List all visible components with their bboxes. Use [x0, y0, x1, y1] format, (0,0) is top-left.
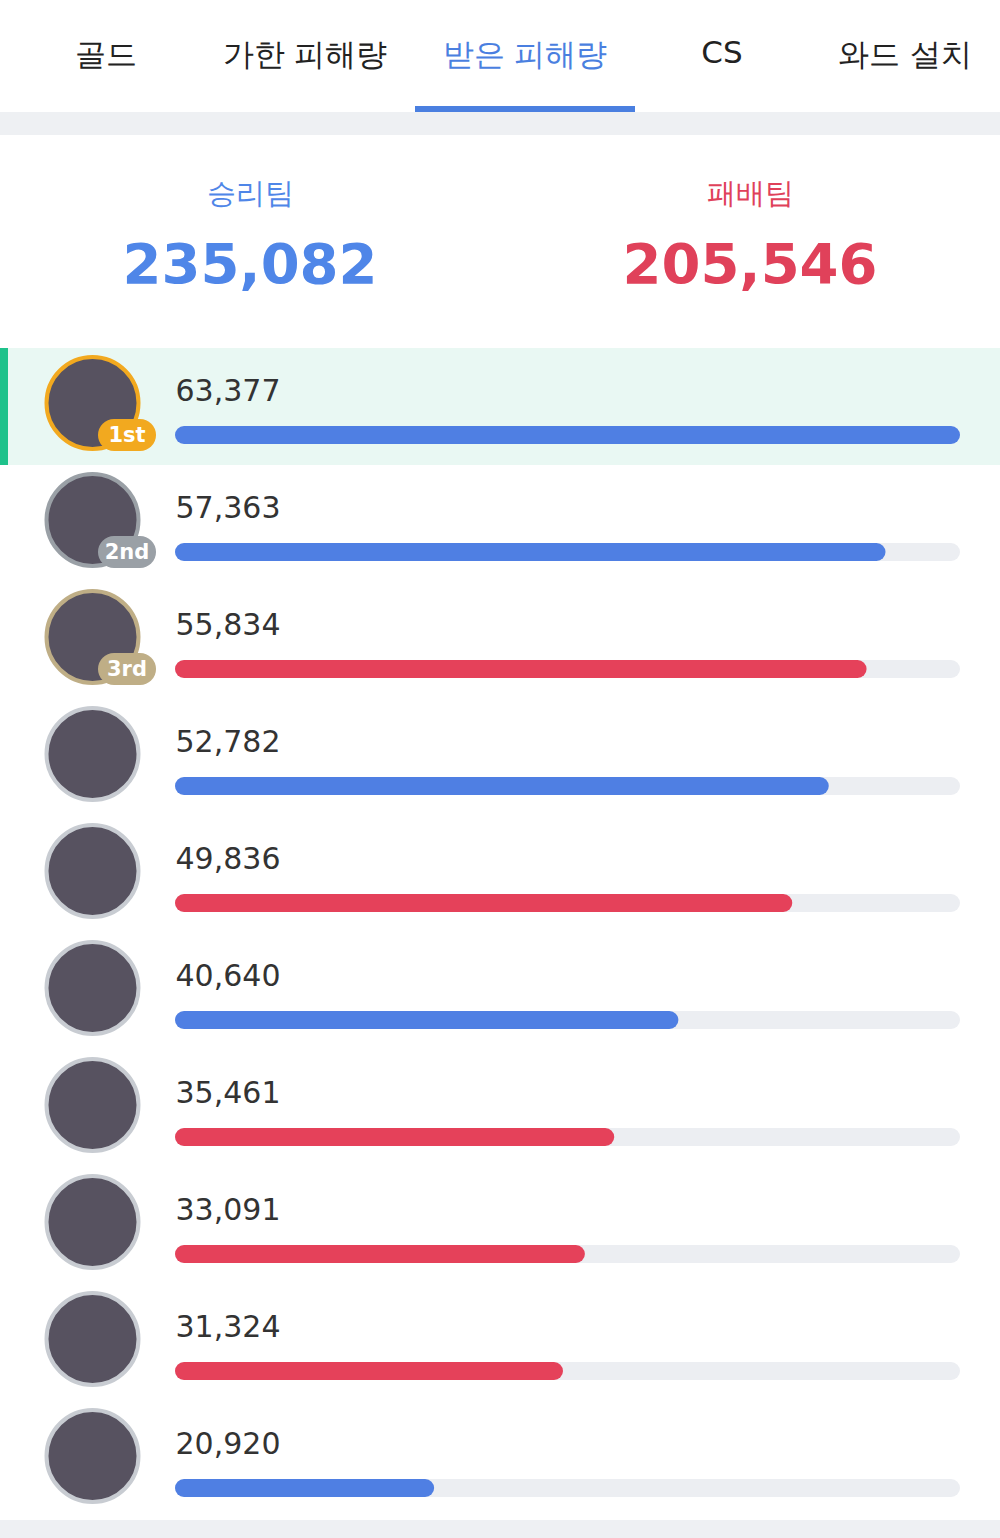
html-text:205,546: 205,546: [622, 231, 878, 296]
svg-text:33,091: 33,091: [176, 1192, 281, 1227]
svg-text:49,836: 49,836: [176, 841, 281, 876]
svg-text:55,834: 55,834: [176, 607, 281, 642]
html-text:승리팀: 승리팀: [206, 176, 294, 210]
svg-text:31,324: 31,324: [176, 1309, 281, 1344]
html-text:CS: CS: [701, 34, 743, 70]
svg-text:57,363: 57,363: [176, 490, 281, 525]
html-text:골드: 골드: [75, 36, 137, 72]
svg-text:63,377: 63,377: [176, 373, 281, 408]
svg-text:3rd: 3rd: [107, 657, 147, 681]
html-text:가한 피해량: 가한 피해량: [222, 36, 388, 72]
svg-text:35,461: 35,461: [176, 1075, 281, 1110]
svg-text:1st: 1st: [108, 423, 145, 447]
html-text:패배팀: 패배팀: [706, 176, 794, 210]
html-text:받은 피해량: 받은 피해량: [442, 36, 608, 72]
html-text:와드 설치: 와드 설치: [838, 36, 972, 72]
html-text:235,082: 235,082: [122, 231, 378, 296]
svg-text:20,920: 20,920: [176, 1426, 281, 1461]
svg-text:52,782: 52,782: [176, 724, 281, 759]
svg-text:40,640: 40,640: [176, 958, 281, 993]
svg-text:2nd: 2nd: [105, 540, 150, 564]
